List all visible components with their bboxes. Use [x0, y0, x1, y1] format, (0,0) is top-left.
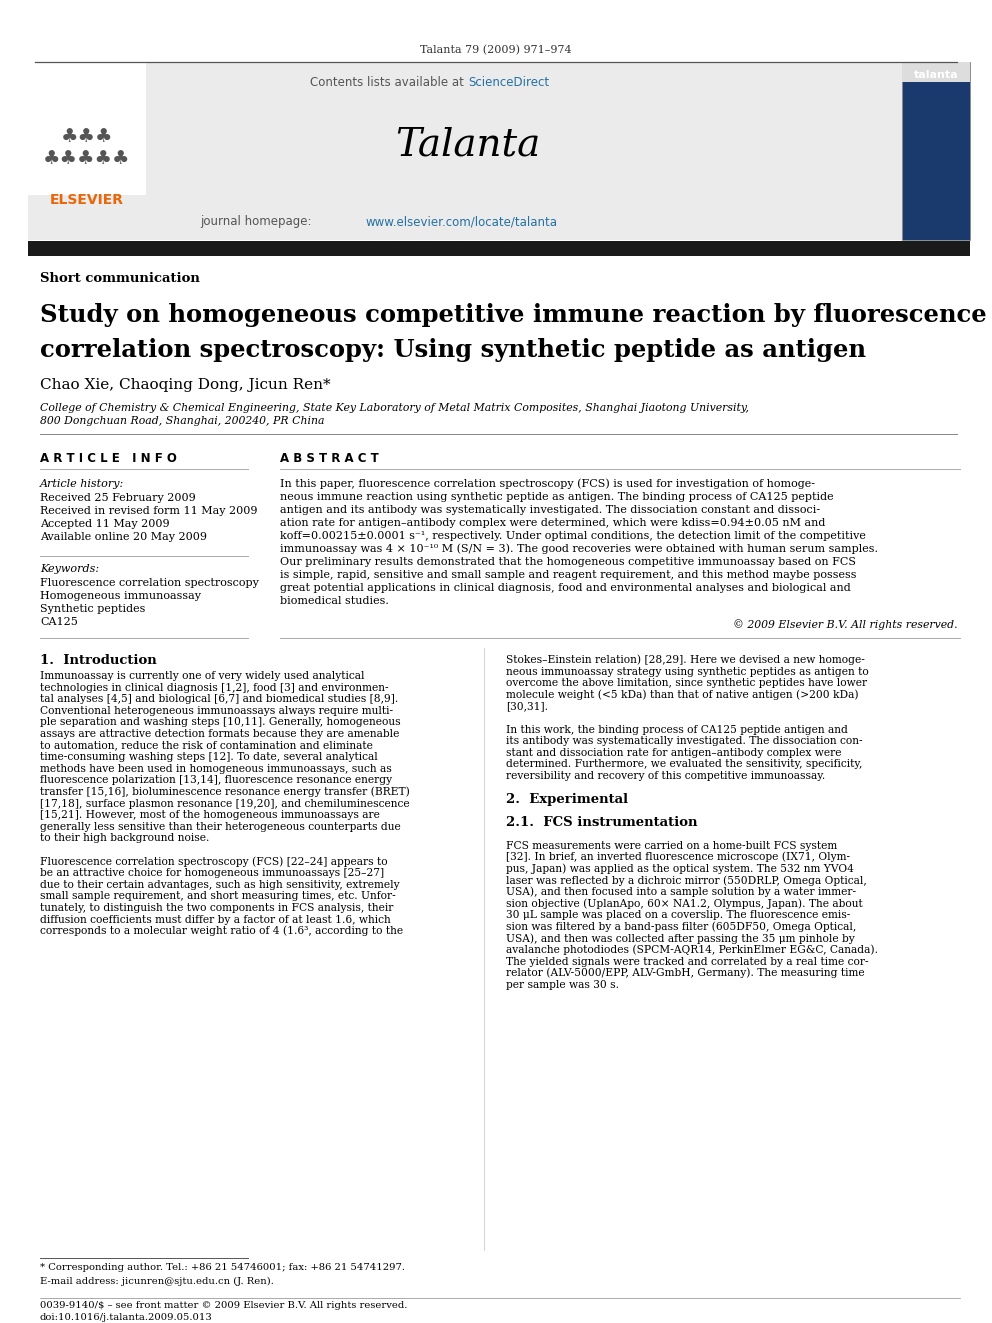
- Text: transfer [15,16], bioluminescence resonance energy transfer (BRET): transfer [15,16], bioluminescence resona…: [40, 787, 410, 798]
- Text: correlation spectroscopy: Using synthetic peptide as antigen: correlation spectroscopy: Using syntheti…: [40, 337, 866, 363]
- Text: USA), and then was collected after passing the 35 μm pinhole by: USA), and then was collected after passi…: [506, 933, 855, 943]
- Text: 1.  Introduction: 1. Introduction: [40, 654, 157, 667]
- Text: Talanta: Talanta: [396, 127, 541, 164]
- Text: overcome the above limitation, since synthetic peptides have lower: overcome the above limitation, since syn…: [506, 679, 867, 688]
- Text: great potential applications in clinical diagnosis, food and environmental analy: great potential applications in clinical…: [280, 583, 851, 593]
- Text: pus, Japan) was applied as the optical system. The 532 nm YVO4: pus, Japan) was applied as the optical s…: [506, 864, 854, 875]
- Text: FCS measurements were carried on a home-built FCS system: FCS measurements were carried on a home-…: [506, 840, 837, 851]
- Text: immunoassay was 4 × 10⁻¹⁰ M (S/N = 3). The good recoveries were obtained with hu: immunoassay was 4 × 10⁻¹⁰ M (S/N = 3). T…: [280, 544, 878, 554]
- Text: Immunoassay is currently one of very widely used analytical: Immunoassay is currently one of very wid…: [40, 671, 364, 681]
- Text: small sample requirement, and short measuring times, etc. Unfor-: small sample requirement, and short meas…: [40, 892, 396, 901]
- Text: 2.  Experimental: 2. Experimental: [506, 792, 628, 806]
- Text: koff=0.00215±0.0001 s⁻¹, respectively. Under optimal conditions, the detection l: koff=0.00215±0.0001 s⁻¹, respectively. U…: [280, 531, 866, 541]
- Text: due to their certain advantages, such as high sensitivity, extremely: due to their certain advantages, such as…: [40, 880, 400, 890]
- Text: www.elsevier.com/locate/talanta: www.elsevier.com/locate/talanta: [365, 216, 557, 229]
- Text: In this work, the binding process of CA125 peptide antigen and: In this work, the binding process of CA1…: [506, 725, 848, 734]
- Text: reversibility and recovery of this competitive immunoassay.: reversibility and recovery of this compe…: [506, 771, 825, 781]
- Text: is simple, rapid, sensitive and small sample and reagent requirement, and this m: is simple, rapid, sensitive and small sa…: [280, 570, 856, 579]
- Text: © 2009 Elsevier B.V. All rights reserved.: © 2009 Elsevier B.V. All rights reserved…: [733, 619, 958, 630]
- Text: ScienceDirect: ScienceDirect: [468, 77, 550, 90]
- Text: 30 μL sample was placed on a coverslip. The fluorescence emis-: 30 μL sample was placed on a coverslip. …: [506, 910, 850, 921]
- FancyBboxPatch shape: [28, 62, 906, 239]
- Text: Contents lists available at: Contents lists available at: [310, 77, 468, 90]
- Text: Talanta 79 (2009) 971–974: Talanta 79 (2009) 971–974: [421, 45, 571, 56]
- Text: Stokes–Einstein relation) [28,29]. Here we devised a new homoge-: Stokes–Einstein relation) [28,29]. Here …: [506, 655, 865, 665]
- Text: Our preliminary results demonstrated that the homogeneous competitive immunoassa: Our preliminary results demonstrated tha…: [280, 557, 856, 568]
- Text: sion was filtered by a band-pass filter (605DF50, Omega Optical,: sion was filtered by a band-pass filter …: [506, 922, 856, 933]
- Text: ♣♣♣
♣♣♣♣♣: ♣♣♣ ♣♣♣♣♣: [44, 127, 131, 168]
- Text: College of Chemistry & Chemical Engineering, State Key Laboratory of Metal Matri: College of Chemistry & Chemical Engineer…: [40, 404, 749, 413]
- Text: generally less sensitive than their heterogeneous counterparts due: generally less sensitive than their hete…: [40, 822, 401, 832]
- Text: sion objective (UplanApo, 60× NA1.2, Olympus, Japan). The about: sion objective (UplanApo, 60× NA1.2, Oly…: [506, 898, 863, 909]
- Text: Chao Xie, Chaoqing Dong, Jicun Ren*: Chao Xie, Chaoqing Dong, Jicun Ren*: [40, 378, 330, 392]
- Text: Conventional heterogeneous immunoassays always require multi-: Conventional heterogeneous immunoassays …: [40, 705, 393, 716]
- Text: be an attractive choice for homogeneous immunoassays [25–27]: be an attractive choice for homogeneous …: [40, 868, 384, 878]
- Text: ELSEVIER: ELSEVIER: [50, 193, 124, 206]
- Text: journal homepage:: journal homepage:: [200, 216, 315, 229]
- Text: laser was reflected by a dichroic mirror (550DRLP, Omega Optical,: laser was reflected by a dichroic mirror…: [506, 875, 867, 885]
- Text: In this paper, fluorescence correlation spectroscopy (FCS) is used for investiga: In this paper, fluorescence correlation …: [280, 479, 815, 490]
- Text: diffusion coefficients must differ by a factor of at least 1.6, which: diffusion coefficients must differ by a …: [40, 914, 391, 925]
- Text: relator (ALV-5000/EPP, ALV-GmbH, Germany). The measuring time: relator (ALV-5000/EPP, ALV-GmbH, Germany…: [506, 968, 865, 979]
- Text: [30,31].: [30,31].: [506, 701, 548, 712]
- Text: The yielded signals were tracked and correlated by a real time cor-: The yielded signals were tracked and cor…: [506, 957, 869, 967]
- Text: fluorescence polarization [13,14], fluorescence resonance energy: fluorescence polarization [13,14], fluor…: [40, 775, 392, 786]
- Text: antigen and its antibody was systematically investigated. The dissociation const: antigen and its antibody was systematica…: [280, 505, 820, 515]
- Text: USA), and then focused into a sample solution by a water immer-: USA), and then focused into a sample sol…: [506, 886, 856, 897]
- Text: determined. Furthermore, we evaluated the sensitivity, specificity,: determined. Furthermore, we evaluated th…: [506, 759, 862, 770]
- Text: doi:10.1016/j.talanta.2009.05.013: doi:10.1016/j.talanta.2009.05.013: [40, 1314, 212, 1323]
- FancyBboxPatch shape: [902, 62, 970, 82]
- Text: Available online 20 May 2009: Available online 20 May 2009: [40, 532, 207, 542]
- Text: Homogeneous immunoassay: Homogeneous immunoassay: [40, 591, 201, 601]
- Text: per sample was 30 s.: per sample was 30 s.: [506, 980, 619, 990]
- Text: 2.1.  FCS instrumentation: 2.1. FCS instrumentation: [506, 816, 697, 830]
- Text: time-consuming washing steps [12]. To date, several analytical: time-consuming washing steps [12]. To da…: [40, 753, 378, 762]
- Text: Keywords:: Keywords:: [40, 564, 99, 574]
- Text: [32]. In brief, an inverted fluorescence microscope (IX71, Olym-: [32]. In brief, an inverted fluorescence…: [506, 852, 850, 863]
- Text: [17,18], surface plasmon resonance [19,20], and chemiluminescence: [17,18], surface plasmon resonance [19,2…: [40, 799, 410, 808]
- Text: Received 25 February 2009: Received 25 February 2009: [40, 493, 195, 503]
- Text: 800 Dongchuan Road, Shanghai, 200240, PR China: 800 Dongchuan Road, Shanghai, 200240, PR…: [40, 415, 324, 426]
- Text: CA125: CA125: [40, 617, 78, 627]
- Text: [15,21]. However, most of the homogeneous immunoassays are: [15,21]. However, most of the homogeneou…: [40, 810, 380, 820]
- Text: ation rate for antigen–antibody complex were determined, which were kdiss=0.94±0: ation rate for antigen–antibody complex …: [280, 519, 825, 528]
- Text: Article history:: Article history:: [40, 479, 124, 490]
- Text: to automation, reduce the risk of contamination and eliminate: to automation, reduce the risk of contam…: [40, 741, 373, 750]
- Text: talanta: talanta: [914, 70, 958, 79]
- Text: 0039-9140/$ – see front matter © 2009 Elsevier B.V. All rights reserved.: 0039-9140/$ – see front matter © 2009 El…: [40, 1302, 408, 1311]
- Text: Short communication: Short communication: [40, 271, 199, 284]
- Text: Fluorescence correlation spectroscopy (FCS) [22–24] appears to: Fluorescence correlation spectroscopy (F…: [40, 856, 388, 867]
- FancyBboxPatch shape: [28, 241, 970, 255]
- Text: Received in revised form 11 May 2009: Received in revised form 11 May 2009: [40, 505, 258, 516]
- Text: stant and dissociation rate for antigen–antibody complex were: stant and dissociation rate for antigen–…: [506, 747, 841, 758]
- Text: A B S T R A C T: A B S T R A C T: [280, 451, 379, 464]
- Text: A R T I C L E   I N F O: A R T I C L E I N F O: [40, 451, 177, 464]
- Text: its antibody was systematically investigated. The dissociation con-: its antibody was systematically investig…: [506, 736, 863, 746]
- FancyBboxPatch shape: [28, 62, 146, 194]
- Text: biomedical studies.: biomedical studies.: [280, 595, 389, 606]
- FancyBboxPatch shape: [902, 62, 970, 239]
- Text: Study on homogeneous competitive immune reaction by fluorescence: Study on homogeneous competitive immune …: [40, 303, 987, 327]
- Text: assays are attractive detection formats because they are amenable: assays are attractive detection formats …: [40, 729, 400, 740]
- Text: Synthetic peptides: Synthetic peptides: [40, 605, 146, 614]
- Text: neous immunoassay strategy using synthetic peptides as antigen to: neous immunoassay strategy using synthet…: [506, 667, 869, 676]
- Text: tal analyses [4,5] and biological [6,7] and biomedical studies [8,9].: tal analyses [4,5] and biological [6,7] …: [40, 695, 398, 704]
- Text: E-mail address: jicunren@sjtu.edu.cn (J. Ren).: E-mail address: jicunren@sjtu.edu.cn (J.…: [40, 1277, 274, 1286]
- Text: to their high background noise.: to their high background noise.: [40, 833, 209, 843]
- Text: methods have been used in homogeneous immunoassays, such as: methods have been used in homogeneous im…: [40, 763, 392, 774]
- Text: Accepted 11 May 2009: Accepted 11 May 2009: [40, 519, 170, 529]
- Text: molecule weight (<5 kDa) than that of native antigen (>200 kDa): molecule weight (<5 kDa) than that of na…: [506, 689, 859, 700]
- Text: neous immune reaction using synthetic peptide as antigen. The binding process of: neous immune reaction using synthetic pe…: [280, 492, 833, 501]
- Text: tunately, to distinguish the two components in FCS analysis, their: tunately, to distinguish the two compone…: [40, 904, 394, 913]
- Text: corresponds to a molecular weight ratio of 4 (1.6³, according to the: corresponds to a molecular weight ratio …: [40, 926, 403, 937]
- Text: Fluorescence correlation spectroscopy: Fluorescence correlation spectroscopy: [40, 578, 259, 587]
- Text: * Corresponding author. Tel.: +86 21 54746001; fax: +86 21 54741297.: * Corresponding author. Tel.: +86 21 547…: [40, 1263, 405, 1273]
- Text: technologies in clinical diagnosis [1,2], food [3] and environmen-: technologies in clinical diagnosis [1,2]…: [40, 683, 389, 693]
- Text: ple separation and washing steps [10,11]. Generally, homogeneous: ple separation and washing steps [10,11]…: [40, 717, 401, 728]
- Text: avalanche photodiodes (SPCM-AQR14, PerkinElmer EG&C, Canada).: avalanche photodiodes (SPCM-AQR14, Perki…: [506, 945, 878, 955]
